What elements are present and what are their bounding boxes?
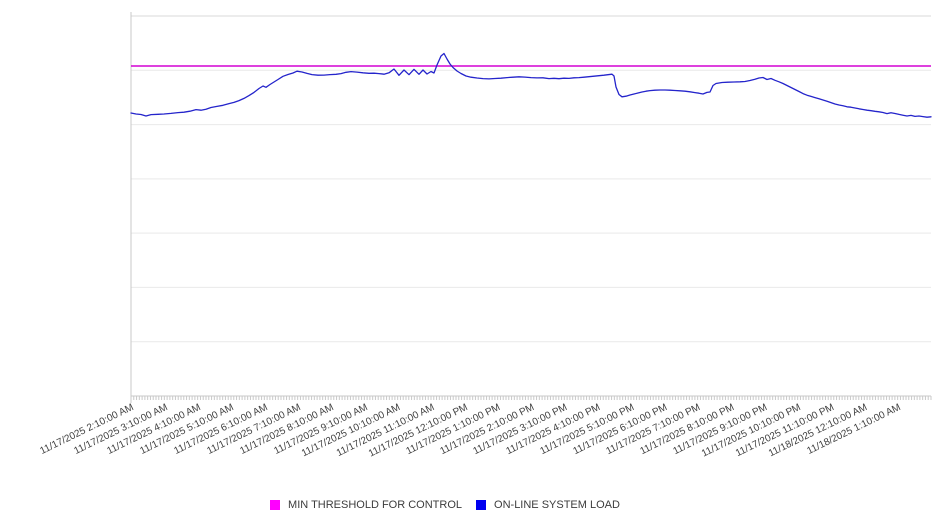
legend-swatch-min-threshold-icon xyxy=(270,500,281,510)
legend-label-min-threshold: MIN THRESHOLD FOR CONTROL xyxy=(288,499,463,511)
legend-label-online-system-load: ON-LINE SYSTEM LOAD xyxy=(494,499,620,511)
legend-item-online-system-load: ON-LINE SYSTEM LOAD xyxy=(476,499,620,511)
legend-item-min-threshold: MIN THRESHOLD FOR CONTROL xyxy=(270,499,462,511)
online-system-load-line xyxy=(130,52,932,118)
legend-swatch-online-system-load-icon xyxy=(476,500,487,510)
chart-legend: MIN THRESHOLD FOR CONTROL ON-LINE SYSTEM… xyxy=(0,499,946,511)
